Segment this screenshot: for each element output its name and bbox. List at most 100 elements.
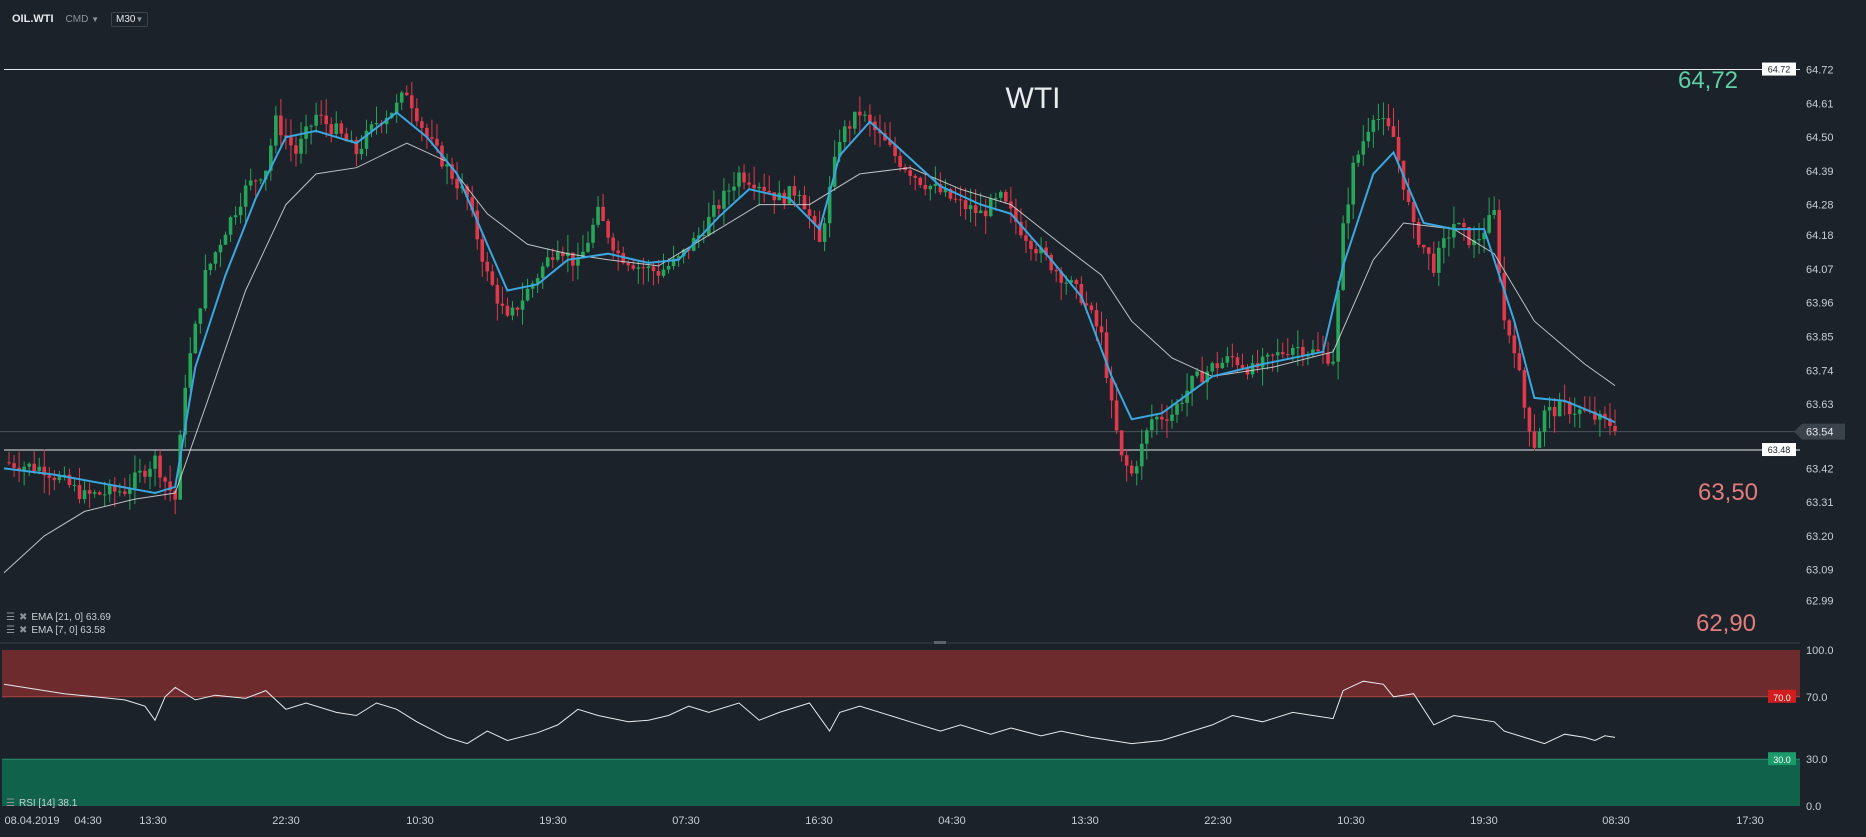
candle-body bbox=[128, 488, 132, 494]
settings-icon[interactable]: ☰ bbox=[6, 612, 15, 623]
candle-body bbox=[1220, 362, 1225, 369]
candle-body bbox=[953, 198, 958, 200]
candle-body bbox=[958, 199, 963, 201]
candle-body bbox=[707, 216, 711, 235]
candle-body bbox=[1185, 390, 1189, 403]
candle-body bbox=[183, 387, 188, 435]
candle-body bbox=[1029, 240, 1033, 250]
candle-body bbox=[853, 111, 857, 129]
pane-resize-handle[interactable] bbox=[934, 641, 946, 644]
candle-body bbox=[888, 140, 892, 145]
time-tick-label: 04:30 bbox=[74, 815, 102, 827]
candle-body bbox=[1074, 280, 1079, 284]
candle-body bbox=[415, 108, 419, 122]
close-icon[interactable]: ✖ bbox=[18, 625, 28, 636]
rsi-level-label: 30.0 bbox=[1773, 755, 1791, 765]
annotation-low: 62,90 bbox=[1696, 610, 1756, 637]
horizontal-lines[interactable]: 64.72 63.48 63.54 bbox=[0, 62, 1845, 457]
rsi-tick-label: 30.0 bbox=[1806, 754, 1827, 766]
time-tick-label: 04:30 bbox=[938, 815, 966, 827]
candle-body bbox=[943, 189, 948, 193]
settings-icon[interactable]: ☰ bbox=[6, 798, 15, 809]
candle-body bbox=[430, 137, 434, 139]
candle-body bbox=[712, 205, 716, 217]
candle-body bbox=[1361, 141, 1366, 155]
candle-body bbox=[787, 186, 792, 204]
candle-body bbox=[717, 205, 721, 209]
candle-body bbox=[1452, 224, 1456, 238]
candle-body bbox=[1608, 418, 1612, 427]
candle-body bbox=[1084, 303, 1089, 306]
price-tick-label: 64.50 bbox=[1806, 132, 1834, 144]
candle-body bbox=[1472, 240, 1476, 246]
candle-body bbox=[238, 206, 243, 216]
candle-body bbox=[555, 252, 560, 260]
symbol-label[interactable]: OIL.WTI bbox=[12, 13, 54, 25]
candle-body bbox=[425, 127, 429, 138]
candle-body bbox=[1381, 118, 1386, 120]
candle-body bbox=[1054, 270, 1058, 272]
candle-body bbox=[470, 197, 474, 211]
close-icon[interactable]: ✖ bbox=[18, 612, 28, 623]
candle-body bbox=[455, 178, 459, 189]
price-tick-label: 64.18 bbox=[1806, 230, 1834, 242]
candle-body bbox=[218, 244, 223, 253]
rsi-axis[interactable]: 100.0 70.0 30.0 0.0 bbox=[1806, 645, 1834, 813]
candle-body bbox=[1462, 222, 1466, 228]
timeframe-dropdown[interactable]: M30▼ bbox=[111, 11, 149, 27]
candle-body bbox=[1270, 354, 1275, 356]
candle-body bbox=[827, 186, 832, 224]
candle-body bbox=[450, 164, 454, 179]
candle-body bbox=[1366, 131, 1371, 142]
candle-body bbox=[1522, 370, 1527, 408]
settings-icon[interactable]: ☰ bbox=[6, 625, 15, 636]
candle-body bbox=[1457, 222, 1461, 225]
candle-body bbox=[435, 138, 439, 146]
candle-body bbox=[757, 186, 761, 189]
candle-body bbox=[641, 267, 646, 269]
candle-body bbox=[334, 123, 339, 134]
candle-body bbox=[1421, 244, 1426, 248]
candle-body bbox=[47, 475, 52, 478]
chevron-down-icon: ▼ bbox=[91, 14, 100, 24]
ema21-legend[interactable]: ☰ ✖ EMA [21, 0] 63.69 bbox=[6, 612, 111, 623]
candle-body bbox=[495, 284, 500, 304]
candle-body bbox=[762, 186, 766, 191]
candle-body bbox=[374, 122, 379, 125]
candle-body bbox=[978, 210, 983, 214]
candle-body bbox=[1436, 247, 1441, 273]
price-axis[interactable]: 64.72 64.61 64.50 64.39 64.28 64.18 64.07 63.96… bbox=[1806, 65, 1834, 608]
candle-body bbox=[1059, 271, 1064, 283]
ema7-line bbox=[3, 111, 1616, 495]
candle-body bbox=[722, 190, 726, 209]
candle-body bbox=[1603, 413, 1607, 419]
candle-body bbox=[117, 491, 122, 493]
candle-body bbox=[626, 263, 631, 266]
ema7-legend[interactable]: ☰ ✖ EMA [7, 0] 63.58 bbox=[6, 625, 105, 636]
candle-body bbox=[807, 209, 812, 216]
candle-body bbox=[913, 175, 918, 178]
candle-body bbox=[1356, 154, 1361, 163]
candle-body bbox=[1613, 426, 1617, 432]
candle-body bbox=[329, 124, 334, 134]
candle-body bbox=[1260, 356, 1265, 368]
candle-body bbox=[42, 466, 47, 476]
candle-body bbox=[1557, 401, 1562, 417]
time-axis[interactable]: 08.04.2019 04:30 13:30 22:30 10:30 19:30 07:30… bbox=[4, 815, 1763, 827]
candle-body bbox=[520, 300, 525, 310]
rsi-legend-label: RSI [14] 38.1 bbox=[18, 798, 78, 809]
candle-body bbox=[505, 305, 510, 316]
candle-body bbox=[561, 252, 565, 257]
horizontal-line-label: 64.72 bbox=[1768, 65, 1791, 75]
candle-body bbox=[123, 491, 127, 494]
candle-body bbox=[233, 215, 238, 218]
candle-body bbox=[797, 195, 802, 197]
candle-body bbox=[948, 189, 953, 199]
candle-body bbox=[1034, 249, 1038, 254]
instrument-type-dropdown[interactable]: CMD ▼ bbox=[62, 12, 103, 27]
time-tick-label: 08:30 bbox=[1602, 815, 1630, 827]
candle-body bbox=[1215, 363, 1220, 369]
candle-body bbox=[133, 472, 137, 489]
rsi-legend[interactable]: ☰ RSI [14] 38.1 bbox=[6, 798, 77, 809]
